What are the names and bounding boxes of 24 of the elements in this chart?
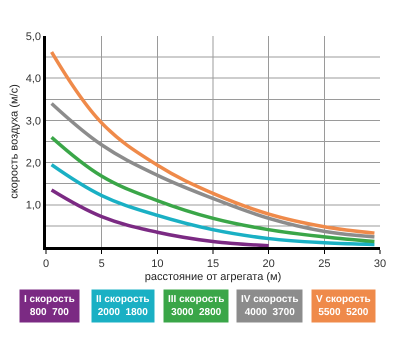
y-tick-label: 5,0 (26, 30, 42, 43)
text: I скорость 800 700 (24, 294, 75, 318)
x-tick-label: 30 (374, 258, 386, 270)
line-series (50, 188, 270, 247)
y-axis-title: скорость воздуха (м/с) (8, 84, 20, 199)
x-tick-label: 15 (206, 258, 220, 270)
text: II скорость 2000 1800 (96, 294, 150, 318)
x-axis-title: расстояние от агрегата (м) (144, 271, 282, 284)
x-tick-label: 0 (42, 258, 50, 270)
text: V скорость 5500 5200 (316, 294, 371, 318)
y-tick-label: 4,0 (26, 73, 42, 86)
line-series (50, 50, 376, 235)
line-series (50, 136, 376, 244)
text: III скорость 3000 2800 (168, 294, 224, 318)
y-tick-label: 1,0 (26, 200, 42, 212)
y-tick-label: 3,0 (26, 115, 42, 128)
text: IV скорость 4000 3700 (241, 294, 298, 318)
line-series (50, 102, 376, 239)
x-tick-label: 20 (262, 258, 275, 270)
line-series (50, 162, 376, 246)
x-tick-label: 5 (98, 258, 105, 270)
x-tick-label: 25 (318, 258, 330, 270)
y-tick-label: 2,0 (26, 157, 42, 170)
x-tick-label: 10 (151, 258, 164, 270)
